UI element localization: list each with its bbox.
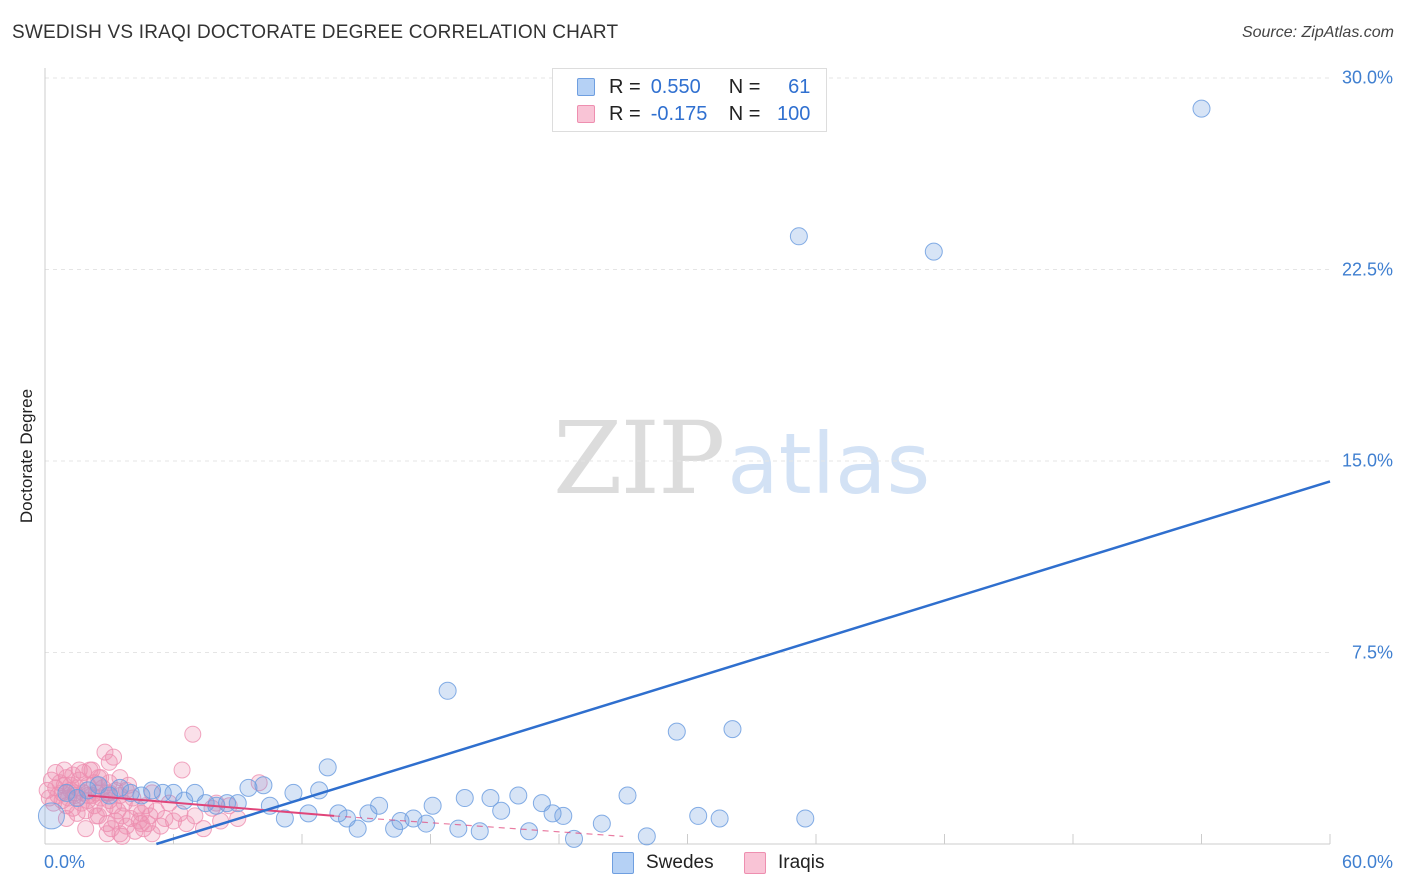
swedes-point-5 bbox=[100, 786, 119, 805]
swedes-point-36 bbox=[438, 681, 457, 700]
iraqis-point-50 bbox=[117, 817, 135, 835]
swedes-n-value: 61 bbox=[788, 75, 811, 98]
swedes-point-3 bbox=[78, 781, 97, 800]
swedes-point-39 bbox=[470, 822, 489, 841]
swedes-point-1 bbox=[57, 783, 76, 802]
x-tick-label-min: 0.0% bbox=[44, 852, 86, 872]
swedes-point-6 bbox=[110, 778, 129, 797]
legend-iraqis-label: Iraqis bbox=[778, 852, 825, 873]
swedes-point-52 bbox=[689, 806, 708, 825]
swedes-point-38 bbox=[455, 789, 474, 808]
swedes-point-45 bbox=[543, 804, 562, 823]
iraqis-trend-extension bbox=[334, 815, 624, 837]
iraqis-point-89 bbox=[87, 807, 105, 825]
swedes-point-42 bbox=[509, 786, 528, 805]
swedes-point-55 bbox=[796, 809, 815, 828]
swedes-point-48 bbox=[592, 814, 611, 833]
swedes-point-57 bbox=[924, 242, 943, 261]
trend-lines bbox=[87, 480, 1331, 846]
swedes-point-19 bbox=[254, 776, 273, 795]
y-tick-label-1: 15.0% bbox=[1341, 450, 1393, 471]
swedes-point-51 bbox=[667, 722, 686, 741]
swedes-point-34 bbox=[417, 814, 436, 833]
chart-title: SWEDISH VS IRAQI DOCTORATE DEGREE CORREL… bbox=[12, 22, 619, 43]
swedes-point-56 bbox=[789, 227, 808, 246]
iraqis-point-78 bbox=[96, 743, 114, 761]
iraqis-point-86 bbox=[184, 725, 202, 743]
swedes-swatch bbox=[577, 78, 595, 96]
iraqis-r-value: -0.175 bbox=[650, 102, 708, 125]
iraqis-n-value: 100 bbox=[777, 102, 811, 125]
swedes-point-12 bbox=[175, 791, 194, 810]
stats-row-swedes: R = 0.550 N = 61 bbox=[577, 74, 810, 100]
swedes-point-18 bbox=[239, 778, 258, 797]
swedes-point-26 bbox=[329, 804, 348, 823]
y-tick-label-3: 30.0% bbox=[1341, 67, 1393, 88]
iraqis-swatch bbox=[577, 105, 595, 123]
iraqis-point-64 bbox=[152, 817, 170, 835]
swedes-point-9 bbox=[143, 781, 162, 800]
swedes-point-54 bbox=[723, 720, 742, 739]
swedes-point-0 bbox=[37, 802, 65, 830]
swedes-point-7 bbox=[121, 783, 140, 802]
swedes-r-label: R = bbox=[609, 75, 641, 98]
iraqis-point-88 bbox=[55, 761, 73, 779]
swedes-point-28 bbox=[348, 819, 367, 838]
source-label: Source: ZipAtlas.com bbox=[1241, 24, 1394, 41]
swedes-point-21 bbox=[275, 809, 294, 828]
iraqis-point-80 bbox=[100, 753, 118, 771]
swedes-point-46 bbox=[554, 806, 573, 825]
iraqis-r-label: R = bbox=[609, 102, 641, 125]
stats-row-iraqis: R = -0.175 N = 100 bbox=[577, 101, 810, 127]
iraqis-point-93 bbox=[113, 827, 131, 845]
iraqis-n-label: N = bbox=[728, 102, 761, 125]
legend-iraqis[interactable]: Iraqis bbox=[744, 852, 824, 874]
swedes-point-40 bbox=[481, 789, 500, 808]
legend-swedes-label: Swedes bbox=[646, 852, 714, 873]
axis-lines bbox=[44, 68, 1331, 845]
swedes-point-43 bbox=[520, 822, 539, 841]
y-tick-label-2: 22.5% bbox=[1341, 259, 1393, 279]
swedes-point-25 bbox=[318, 758, 337, 777]
swedes-point-14 bbox=[196, 794, 215, 813]
x-tick-label-max: 60.0% bbox=[1341, 852, 1393, 872]
swedes-point-35 bbox=[423, 796, 442, 815]
y-axis-label: Doctorate Degree bbox=[17, 388, 36, 524]
swedes-points bbox=[37, 99, 1211, 848]
iraqis-point-83 bbox=[92, 769, 110, 787]
iraqis-point-92 bbox=[98, 825, 116, 843]
swedes-point-37 bbox=[449, 819, 468, 838]
legend-swedes[interactable]: Swedes bbox=[612, 852, 714, 874]
iraqis-point-94 bbox=[132, 815, 150, 833]
swedes-point-58 bbox=[1192, 99, 1211, 118]
swedes-r-value: 0.550 bbox=[650, 75, 701, 98]
iraqis-point-70 bbox=[186, 807, 204, 825]
swedes-point-49 bbox=[618, 786, 637, 805]
swedes-point-2 bbox=[68, 789, 87, 808]
iraqis-point-91 bbox=[77, 820, 95, 838]
iraqis-trend-line bbox=[87, 794, 335, 817]
swedes-trend-line bbox=[155, 480, 1331, 846]
swedes-point-30 bbox=[370, 796, 389, 815]
swedes-point-41 bbox=[492, 801, 511, 820]
legend-iraqis-swatch bbox=[744, 852, 766, 874]
stats-box: R = 0.550 N = 61 R = -0.175 N = 100 bbox=[552, 68, 827, 132]
legend-swedes-swatch bbox=[612, 852, 634, 874]
swedes-point-11 bbox=[164, 783, 183, 802]
iraqis-point-77 bbox=[173, 761, 191, 779]
iraqis-point-82 bbox=[70, 761, 88, 779]
y-tick-label-0: 7.5% bbox=[1351, 642, 1393, 662]
swedes-n-label: N = bbox=[728, 75, 761, 98]
swedes-point-53 bbox=[710, 809, 729, 828]
swedes-point-47 bbox=[564, 829, 583, 848]
swedes-point-50 bbox=[637, 827, 656, 846]
swedes-point-29 bbox=[359, 804, 378, 823]
grid-lines bbox=[45, 77, 1330, 653]
